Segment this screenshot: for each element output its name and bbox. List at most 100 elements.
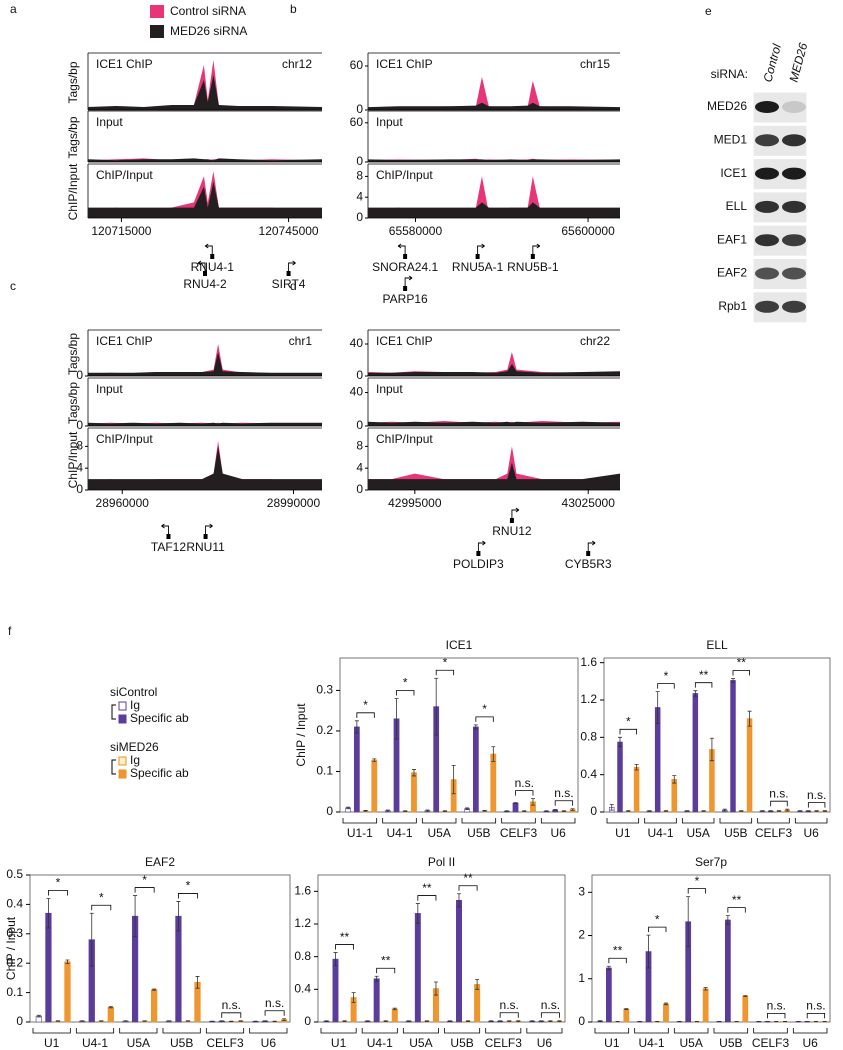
category-bracket [205, 1028, 245, 1034]
bar [373, 978, 380, 1023]
x-tick-label: U4-1 [386, 826, 412, 840]
category-bracket [713, 1028, 749, 1034]
error-bar [385, 809, 390, 812]
bar [742, 995, 749, 1023]
gene-label: SIRT4 [272, 277, 306, 291]
y-axis-label: Tags/bp [66, 61, 80, 103]
significance-label: ** [613, 943, 623, 957]
x-tick-label: CELF3 [485, 1036, 523, 1050]
y-axis-label: ChIP/Input [66, 163, 80, 220]
error-bar [333, 952, 338, 967]
x-tick-label: 28960000 [96, 496, 150, 510]
chromosome-label: chr22 [580, 334, 610, 348]
category-bracket [342, 818, 378, 824]
error-bar [646, 934, 651, 969]
significance-bracket [687, 888, 707, 894]
bar [490, 753, 497, 813]
significance-label: * [443, 655, 448, 669]
category-bracket [249, 1028, 288, 1034]
bar [391, 1008, 398, 1023]
error-bar [507, 1020, 512, 1022]
error-bar [785, 808, 790, 812]
gene-label: RNU4-1 [191, 260, 235, 274]
track-area [88, 60, 322, 110]
error-bar [686, 896, 691, 948]
error-bar [123, 1020, 128, 1022]
track-label: ChIP/Input [376, 432, 433, 446]
legend-swatch [118, 714, 127, 724]
bar [617, 741, 623, 813]
y-axis-label: Tags/bp [66, 382, 80, 424]
error-bar [544, 810, 549, 812]
y-tick-label: 0 [578, 1014, 585, 1028]
significance-label: n.s. [767, 999, 786, 1013]
error-bar [383, 1020, 388, 1022]
y-tick-label: 0 [356, 210, 363, 224]
bar [107, 1006, 114, 1023]
blot-row-label: ELL [726, 199, 748, 213]
blot-band [782, 101, 806, 113]
significance-bracket [619, 728, 637, 735]
y-tick-label: 0.3 [6, 926, 23, 940]
error-bar [219, 1020, 224, 1022]
legend-swatch [118, 701, 127, 711]
y-tick-label: 0.3 [316, 683, 333, 697]
error-bar [185, 1020, 190, 1022]
legend-label: MED26 siRNA [170, 24, 247, 38]
significance-label: n.s. [222, 998, 241, 1012]
significance-bracket [515, 790, 534, 796]
category-bracket [757, 818, 790, 824]
bar [724, 919, 731, 1023]
significance-label: n.s. [515, 776, 534, 790]
x-tick-label: U1 [44, 1036, 60, 1050]
error-bar [108, 1006, 113, 1009]
track-label: Input [96, 115, 123, 129]
y-tick-label: 0.8 [580, 730, 597, 744]
gene-label: RNU5A-1 [452, 260, 504, 274]
error-bar [522, 810, 527, 812]
significance-label: ** [463, 871, 473, 885]
chart-title: Pol II [428, 855, 455, 869]
blot-band [782, 234, 806, 247]
error-bar [80, 1020, 85, 1022]
category-bracket [794, 818, 828, 824]
significance-label: n.s. [541, 998, 560, 1012]
y-tick-label: 1 [578, 971, 585, 985]
error-bar [609, 804, 614, 811]
error-bar [709, 737, 714, 762]
chart-title: Ser7p [695, 855, 727, 869]
gene-body [530, 254, 535, 259]
error-bar [530, 798, 535, 806]
gene-body [203, 271, 207, 276]
x-tick-label: 65600000 [561, 224, 615, 238]
gene-label: RNU12 [492, 524, 532, 538]
y-tick-label: 0.4 [6, 897, 23, 911]
panel-label: b [290, 2, 297, 16]
y-tick-label: 0.2 [6, 955, 23, 969]
significance-label: ** [340, 930, 350, 944]
significance-bracket [396, 690, 415, 696]
error-bar [142, 1020, 147, 1022]
blot-row-label: MED26 [707, 99, 747, 113]
blot-band [755, 200, 779, 213]
significance-bracket [767, 1012, 786, 1019]
error-bar [442, 810, 447, 812]
significance-bracket [376, 967, 396, 974]
error-bar [516, 1020, 521, 1022]
y-tick-label: 0 [356, 102, 363, 116]
significance-bracket [178, 893, 198, 899]
y-tick-label: 0 [356, 154, 363, 168]
error-bar [394, 698, 399, 740]
y-tick-label: 0.5 [6, 867, 23, 881]
bar [746, 718, 753, 813]
track-label: ChIP/Input [96, 168, 153, 182]
significance-label: ** [422, 881, 432, 895]
error-bar [598, 1020, 603, 1022]
x-tick-label: U5B [450, 1036, 473, 1050]
error-bar [814, 810, 819, 812]
y-tick-label: 0 [304, 1014, 311, 1028]
track-label: ChIP/Input [376, 168, 433, 182]
error-bar [351, 992, 356, 1003]
error-bar [195, 976, 200, 989]
